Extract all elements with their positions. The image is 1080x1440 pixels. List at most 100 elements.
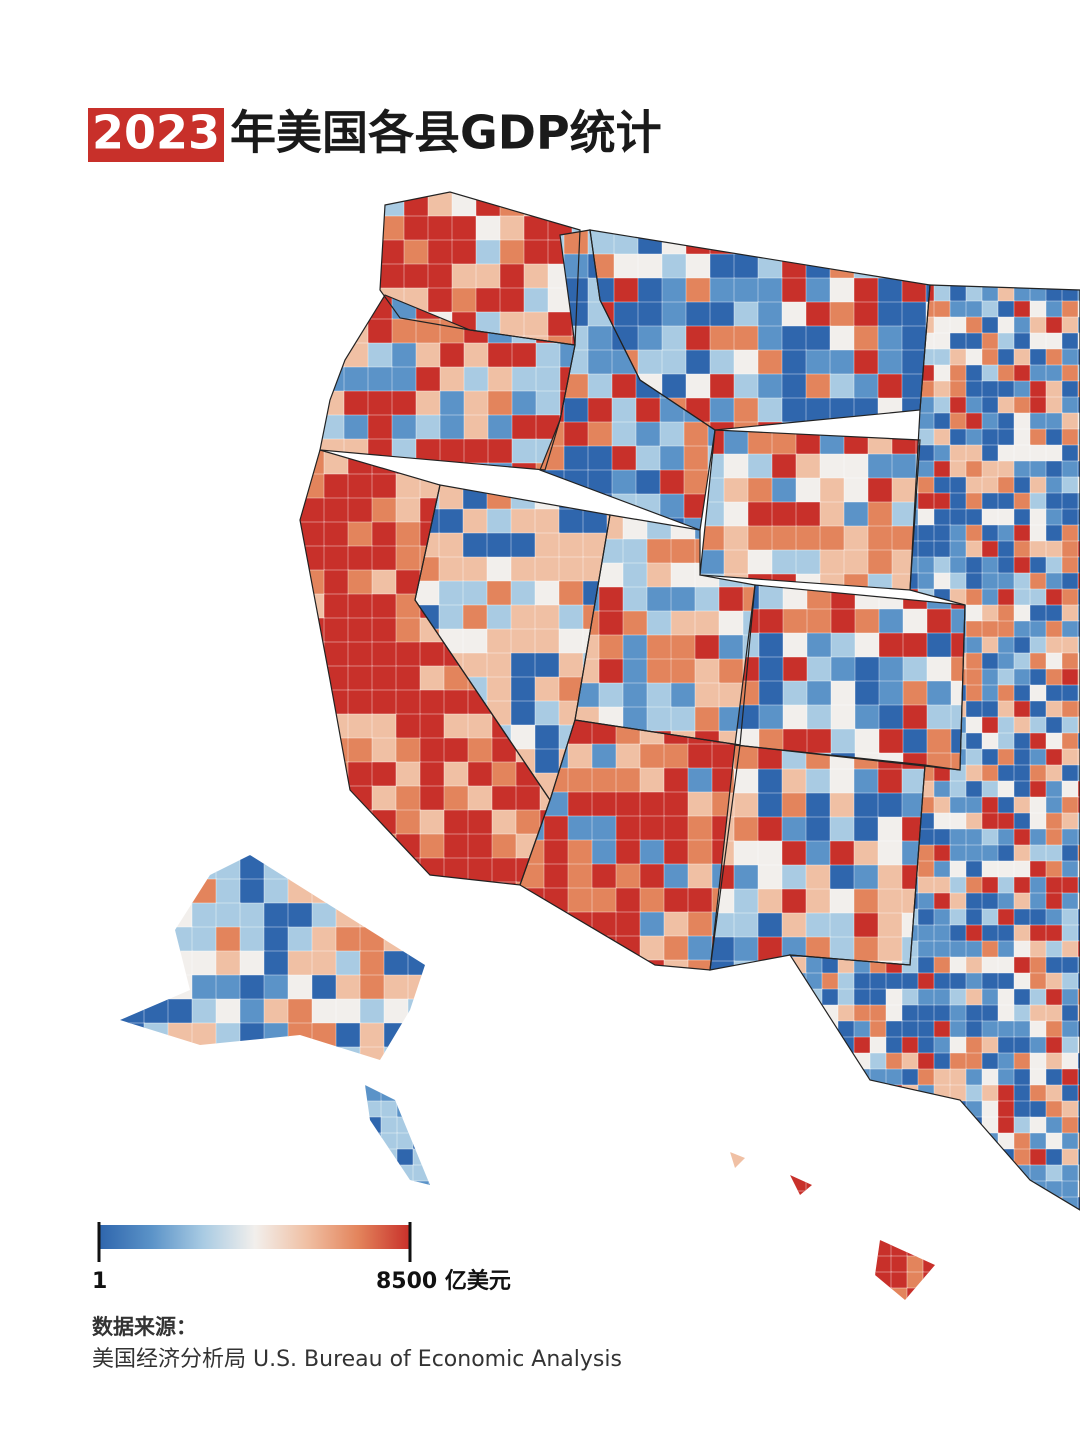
county: [1029, 988, 1048, 1007]
county: [1045, 732, 1064, 751]
county: [1061, 860, 1080, 879]
county: [782, 680, 809, 707]
county: [1029, 380, 1048, 399]
county: [215, 998, 242, 1025]
county: [997, 492, 1016, 511]
county: [395, 761, 422, 788]
county: [805, 301, 832, 328]
county: [981, 364, 1000, 383]
county: [997, 1020, 1016, 1039]
county: [821, 972, 840, 991]
county: [587, 445, 614, 472]
county: [795, 549, 822, 576]
county: [700, 549, 726, 576]
county: [635, 397, 662, 424]
county: [1013, 380, 1032, 399]
county: [615, 863, 642, 890]
county: [917, 492, 936, 511]
county: [917, 892, 936, 911]
county: [239, 950, 266, 977]
county: [567, 839, 594, 866]
county: [965, 1068, 984, 1087]
county: [615, 911, 642, 938]
county: [659, 445, 686, 472]
county: [1077, 380, 1080, 399]
county: [933, 348, 952, 367]
county: [534, 628, 561, 655]
county: [1013, 540, 1032, 559]
county: [965, 828, 984, 847]
county: [965, 748, 984, 767]
county: [981, 940, 1000, 959]
county: [917, 924, 936, 943]
county: [949, 1020, 968, 1039]
county: [487, 438, 514, 465]
county: [965, 700, 984, 719]
county: [1013, 748, 1032, 767]
county: [806, 728, 833, 755]
county: [475, 239, 502, 266]
county: [371, 497, 398, 524]
county: [917, 1036, 936, 1055]
county: [1013, 892, 1032, 911]
county: [1029, 924, 1048, 943]
county: [917, 1004, 936, 1023]
county: [1029, 492, 1048, 511]
county: [981, 412, 1000, 431]
county: [1077, 412, 1080, 431]
county: [933, 524, 952, 543]
county: [323, 473, 350, 500]
county: [997, 988, 1016, 1007]
county: [523, 287, 550, 314]
county: [1045, 396, 1064, 415]
county: [853, 792, 880, 819]
county: [615, 839, 642, 866]
county: [997, 1084, 1016, 1103]
county: [1061, 556, 1080, 575]
county: [1029, 1100, 1048, 1119]
county: [1013, 300, 1032, 319]
county: [1013, 652, 1032, 671]
county: [723, 453, 750, 480]
county: [1045, 556, 1064, 575]
county: [1045, 844, 1064, 863]
county: [902, 704, 929, 731]
county: [949, 348, 968, 367]
county: [981, 860, 1000, 879]
county: [558, 556, 585, 583]
county: [981, 380, 1000, 399]
county: [878, 680, 905, 707]
county: [949, 492, 968, 511]
county: [1077, 732, 1080, 751]
county: [949, 844, 968, 863]
county: [395, 689, 422, 716]
county: [869, 1004, 888, 1023]
county: [1029, 1132, 1048, 1151]
county: [661, 373, 688, 400]
county: [1045, 780, 1064, 799]
county: [659, 421, 686, 448]
county: [419, 809, 446, 836]
county: [391, 318, 418, 345]
county: [510, 652, 537, 679]
county: [1045, 508, 1064, 527]
county: [747, 477, 774, 504]
county: [439, 438, 466, 465]
county: [380, 1100, 399, 1119]
county: [933, 796, 952, 815]
county: [598, 634, 625, 661]
county: [646, 634, 673, 661]
county: [1045, 1116, 1064, 1135]
state-borders: [299, 191, 1080, 1211]
county: [965, 716, 984, 735]
county: [335, 998, 362, 1025]
county: [965, 940, 984, 959]
county: [867, 477, 894, 504]
county: [926, 608, 953, 635]
county: [949, 860, 968, 879]
county: [486, 508, 513, 535]
county: [821, 988, 840, 1007]
county: [547, 311, 574, 338]
county: [663, 743, 690, 770]
county: [733, 888, 760, 915]
